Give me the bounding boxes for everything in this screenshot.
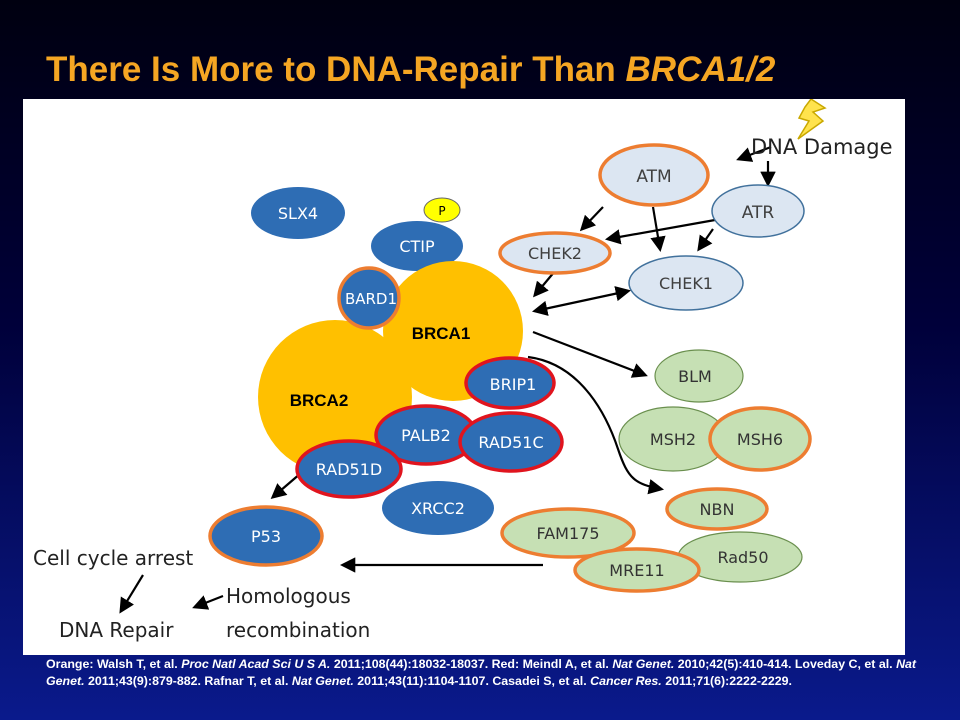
node-rad51d-shape (295, 439, 403, 499)
node-p53-label: P53 (251, 527, 281, 546)
node-rad51d-label: RAD51D (316, 460, 382, 479)
node-brip1-label: BRIP1 (490, 375, 537, 394)
node-nbn-shape (665, 487, 769, 531)
node-bard1-shape (337, 266, 401, 330)
node-rad50-label: Rad50 (717, 548, 768, 567)
node-brca2-shape (258, 320, 412, 474)
dna-repair-diagram: ATM ATR CHEK2 CHEK1 SLX4 CTIP P BRCA1 BR… (33, 99, 893, 642)
node-fam175-label: FAM175 (536, 524, 599, 543)
node-atr-shape (711, 184, 805, 238)
node-mre11-shape (573, 547, 701, 593)
node-slx4-label: SLX4 (278, 204, 318, 223)
arrow-atr-chek2 (604, 218, 716, 245)
node-rad51c-label: RAD51C (478, 433, 543, 452)
arrow-homologous-repair (192, 594, 224, 610)
label-dna-repair: DNA Repair (59, 618, 174, 642)
arrow-brca1-nbn (527, 355, 665, 495)
diagram-panel: ATM ATR CHEK2 CHEK1 SLX4 CTIP P BRCA1 BR… (23, 99, 905, 655)
lightning-icon (797, 99, 827, 140)
ref-meindl-journal: Nat Genet. (612, 657, 675, 671)
references: Orange: Walsh T, et al. Proc Natl Acad S… (46, 656, 926, 690)
node-nbn-label: NBN (700, 500, 735, 519)
arrow-brca1-chek1 (531, 286, 632, 316)
ref-loveday-rest: 2011;43(9):879-882. Rafnar T, et al. (84, 674, 292, 688)
ref-rafnar-journal: Nat Genet. (291, 674, 354, 688)
title-main: There Is More to DNA-Repair Than (46, 50, 626, 89)
phospho-badge-shape (423, 197, 461, 223)
arrow-atr-chek1 (697, 228, 714, 252)
node-brca2-label: BRCA2 (290, 391, 349, 410)
arrow-brca1-blm (532, 330, 648, 378)
node-chek2-shape (498, 231, 612, 275)
node-fam175-shape (500, 507, 636, 559)
slide-title: There Is More to DNA-Repair Than BRCA1/2 (46, 50, 775, 90)
title-italic: BRCA1/2 (625, 50, 776, 89)
arrow-cellcycle-repair (119, 574, 144, 614)
ref-walsh-journal: Proc Natl Acad Sci U S A. (181, 657, 331, 671)
ref-walsh-rest: 2011;108(44):18032-18037. Red: Meindl A,… (330, 657, 613, 671)
node-mre11-label: MRE11 (609, 561, 664, 580)
node-atr-label: ATR (742, 203, 775, 223)
node-blm-shape (654, 349, 744, 403)
ref-casadei-rest: 2011;71(6):2222-2229. (661, 674, 792, 688)
ref-meindl-rest: 2010;42(5):410-414. Loveday C, et al. (674, 657, 897, 671)
ref-loveday-journal: Nat Genet. (46, 657, 917, 688)
node-atm-label: ATM (636, 167, 671, 187)
label-homologous-line1: Homologous (226, 584, 351, 608)
node-bard1-label: BARD1 (345, 290, 397, 308)
node-atm-shape (598, 143, 710, 207)
label-homologous-line2: recombination (226, 618, 370, 642)
node-chek2-label: CHEK2 (528, 244, 582, 263)
ref-casadei-journal: Cancer Res. (590, 674, 662, 688)
ref-rafnar-rest: 2011;43(11):1104-1107. Casadei S, et al. (353, 674, 591, 688)
phospho-badge-label: P (438, 204, 445, 218)
node-msh6-shape (708, 406, 812, 472)
node-p53-shape (208, 505, 324, 567)
ref-orange-label: Orange: Walsh T, et al. (46, 657, 182, 671)
node-xrcc2-shape (382, 481, 494, 535)
node-msh6-label: MSH6 (737, 430, 783, 449)
node-chek1-label: CHEK1 (659, 274, 713, 293)
node-ctip-shape (371, 221, 463, 271)
node-slx4-shape (251, 187, 345, 239)
arrow-atm-chek2 (579, 206, 604, 232)
node-brca1-label: BRCA1 (412, 324, 471, 343)
arrow-damage-atm (736, 145, 772, 162)
label-cell-cycle-arrest: Cell cycle arrest (33, 546, 193, 570)
node-palb2-label: PALB2 (401, 426, 451, 445)
node-rad51c-shape (458, 411, 564, 473)
node-chek1-shape (628, 255, 744, 311)
node-brip1-shape (464, 356, 556, 410)
node-ctip-label: CTIP (399, 237, 435, 256)
node-blm-label: BLM (678, 367, 712, 386)
label-dna-damage: DNA Damage (751, 135, 893, 159)
node-msh2-label: MSH2 (650, 430, 696, 449)
arrow-atm-chek1 (650, 206, 666, 253)
node-xrcc2-label: XRCC2 (411, 499, 465, 518)
